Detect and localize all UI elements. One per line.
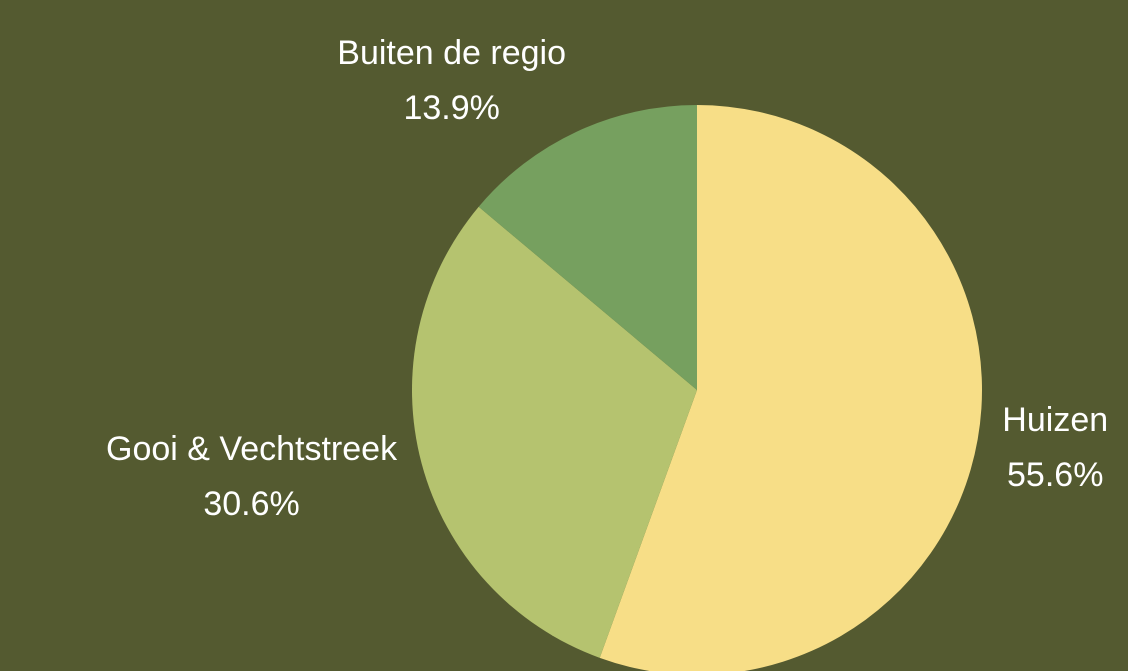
slice-value-label: 55.6% bbox=[1007, 456, 1103, 494]
slice-value-label: 30.6% bbox=[203, 485, 299, 523]
pie-slice bbox=[599, 105, 983, 671]
pie-slice bbox=[412, 206, 697, 658]
slice-value-label: 13.9% bbox=[403, 89, 499, 127]
slice-label: Huizen bbox=[1002, 401, 1108, 439]
slice-label: Buiten de regio bbox=[337, 34, 566, 72]
pie-slice bbox=[478, 105, 697, 390]
slice-label: Gooi & Vechtstreek bbox=[106, 430, 398, 468]
